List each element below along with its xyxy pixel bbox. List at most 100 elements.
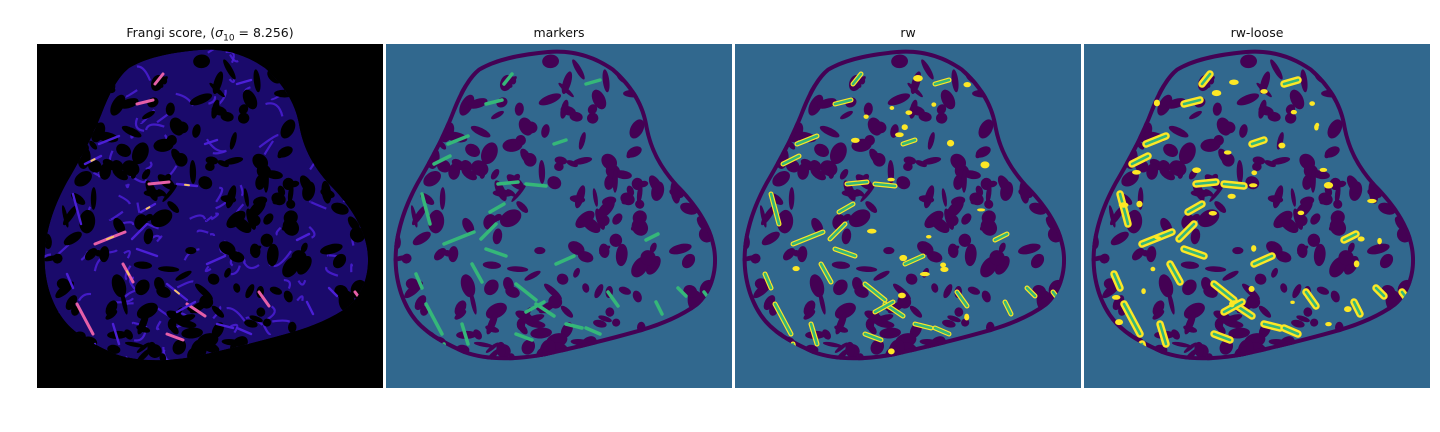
tissue-hole (915, 160, 927, 168)
tissue-hole (1205, 266, 1227, 273)
tissue-hole (1232, 246, 1244, 255)
tissue-hole (112, 168, 128, 181)
tissue-hole (121, 125, 142, 138)
tissue-hole (1214, 201, 1227, 213)
tissue-border (742, 49, 1067, 361)
tissue-hole (648, 175, 663, 195)
rw-vessel-fragment (940, 266, 949, 273)
tissue-hole (496, 341, 506, 358)
frangi-ridge (108, 210, 124, 221)
tissue-hole (831, 261, 851, 269)
tissue-hole (560, 99, 569, 119)
tissue-hole (212, 71, 224, 95)
tissue-hole (809, 274, 825, 298)
tissue-hole (1190, 228, 1201, 245)
tissue-hole (484, 279, 499, 296)
tissue-hole (185, 246, 197, 255)
rw-vessel-fragment (1325, 322, 1332, 327)
tissue-hole (166, 310, 185, 322)
tissue-hole (1270, 156, 1291, 165)
tissue-hole (156, 286, 171, 298)
frangi-vessel (135, 98, 155, 106)
tissue-hole (887, 93, 911, 106)
frangi-vessel-peak (126, 270, 130, 276)
tissue-hole (1171, 329, 1180, 340)
rw-vessel-fragment (977, 208, 986, 212)
tissue-hole (252, 153, 269, 170)
marker-segment (584, 78, 602, 86)
marker-segment (993, 232, 1009, 242)
tissue-hole (136, 302, 158, 320)
tissue-hole (334, 284, 349, 298)
frangi-vessel-peak (145, 206, 151, 210)
tissue-hole (618, 286, 632, 295)
tissue-hole (626, 148, 636, 159)
tissue-hole (947, 315, 961, 323)
tissue-hole (505, 286, 520, 298)
rw-vessel-fragment (963, 82, 972, 88)
rw-loose-image (1084, 44, 1430, 388)
tissue-hole (835, 312, 847, 335)
frangi-ridge (196, 229, 209, 234)
frangi-ridge (265, 102, 284, 117)
tissue-hole (62, 205, 78, 226)
tissue-hole (412, 231, 431, 246)
tissue-hole (143, 228, 154, 245)
tissue-hole (198, 176, 213, 190)
marker-segment (1194, 180, 1218, 186)
tissue-hole (44, 255, 60, 262)
marker-segment (420, 192, 432, 226)
tissue-hole (761, 231, 780, 246)
frangi-ridge (226, 307, 247, 324)
marker-segment (1374, 286, 1386, 298)
marker-segment (863, 332, 883, 342)
rw-vessel-fragment (1154, 236, 1161, 240)
tissue-hole (74, 170, 92, 187)
marker-segment (781, 154, 801, 166)
rw-vessel-fragment (1229, 300, 1235, 308)
rw-vessel-fragment (1118, 202, 1129, 208)
tissue-hole (507, 266, 529, 273)
rw-vessel-fragment (863, 114, 869, 119)
marker-segment (554, 254, 576, 266)
tissue-hole (615, 243, 628, 267)
tissue-hole (978, 119, 994, 139)
rw-vessel-fragment (1315, 122, 1320, 128)
tissue-hole (490, 168, 500, 180)
tissue-hole (909, 305, 923, 318)
tissue-hole (669, 243, 692, 255)
tissue-hole (754, 278, 768, 290)
tissue-hole (921, 156, 942, 165)
tissue-hole (1152, 309, 1165, 320)
tissue-hole (918, 195, 935, 203)
frangi-vessel (175, 300, 197, 314)
tissue-hole (167, 201, 180, 213)
frangi-vessel (71, 192, 83, 226)
tissue-hole (486, 312, 498, 335)
tissue-hole (1141, 250, 1150, 257)
tissue-hole (135, 279, 150, 296)
tissue-hole (822, 329, 831, 340)
tissue-hole (817, 98, 837, 109)
frangi-vessel (165, 332, 185, 342)
tissue-hole (961, 213, 972, 225)
tissue-hole (961, 318, 970, 327)
marker-segment (654, 300, 664, 316)
tissue-hole (1273, 210, 1293, 229)
frangi-ridge (262, 324, 272, 336)
tissue-hole (482, 261, 502, 269)
frangi-ridge (208, 96, 217, 105)
tissue-hole (142, 110, 155, 120)
frangi-vessel-peak (106, 235, 114, 241)
tissue-hole (1166, 98, 1186, 109)
tissue-hole (1131, 247, 1145, 261)
tissue-hole (228, 251, 245, 263)
tissue-hole (538, 160, 546, 184)
tissue-hole (918, 111, 932, 122)
tissue-hole (1280, 283, 1288, 293)
tissue-hole (1267, 195, 1284, 203)
tissue-border (393, 49, 718, 361)
tissue-hole (321, 180, 332, 204)
frangi-ridge (230, 323, 239, 334)
tissue-hole (428, 209, 445, 234)
